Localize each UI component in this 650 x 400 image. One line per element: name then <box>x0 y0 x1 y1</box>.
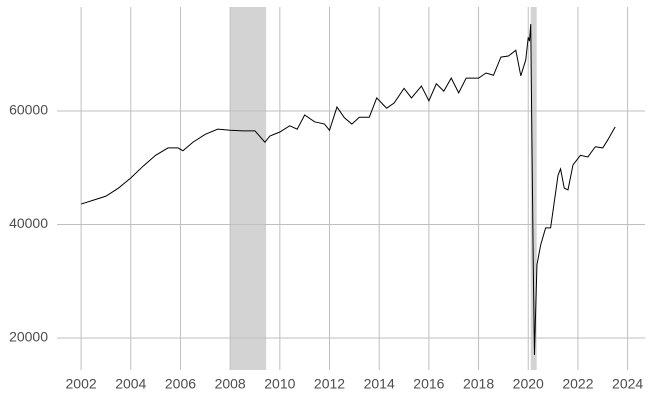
x-tick-label: 2024 <box>612 376 643 392</box>
y-tick-label: 60000 <box>9 102 48 118</box>
x-tick-label: 2014 <box>364 376 395 392</box>
recession-shade <box>230 7 267 370</box>
x-tick-label: 2012 <box>314 376 345 392</box>
x-tick-label: 2020 <box>513 376 544 392</box>
x-tick-label: 2006 <box>165 376 196 392</box>
x-tick-label: 2002 <box>66 376 97 392</box>
x-tick-label: 2004 <box>115 376 146 392</box>
x-tick-label: 2010 <box>264 376 295 392</box>
x-tick-label: 2022 <box>562 376 593 392</box>
y-tick-label: 40000 <box>9 215 48 231</box>
x-tick-label: 2016 <box>413 376 444 392</box>
x-tick-label: 2018 <box>463 376 494 392</box>
recession-shade <box>530 7 537 370</box>
x-tick-label: 2008 <box>215 376 246 392</box>
data-line <box>80 24 616 356</box>
y-tick-label: 20000 <box>9 329 48 345</box>
